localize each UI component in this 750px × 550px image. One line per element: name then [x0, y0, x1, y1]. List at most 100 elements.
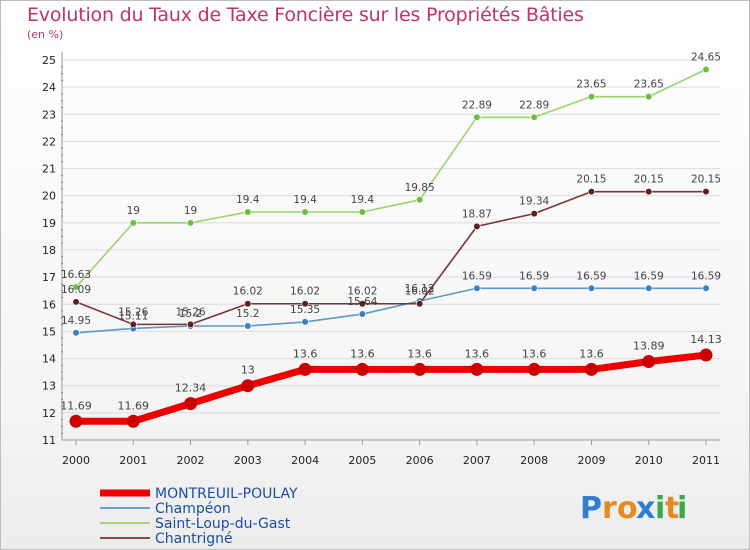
x-tick-label: 2001 — [119, 454, 147, 467]
y-tick-label: 19 — [42, 217, 56, 230]
data-point — [413, 362, 427, 376]
data-label: 16.59 — [634, 270, 664, 282]
data-label: 15.64 — [347, 296, 377, 308]
data-point — [416, 196, 424, 204]
data-point — [584, 362, 598, 376]
data-point — [186, 219, 195, 227]
logo-letter: i — [677, 491, 687, 526]
data-label: 16.59 — [462, 270, 492, 282]
data-label: 18.87 — [462, 208, 492, 220]
y-tick-label: 11 — [42, 434, 56, 447]
x-tick-label: 2005 — [348, 454, 376, 467]
data-label: 13.6 — [293, 347, 318, 360]
data-point — [72, 283, 80, 291]
data-label: 13.6 — [407, 347, 432, 360]
logo-letter: o — [617, 491, 638, 526]
data-point — [244, 300, 252, 308]
data-point — [473, 222, 481, 230]
data-label: 19.4 — [293, 194, 317, 206]
data-label: 13.6 — [465, 347, 490, 360]
data-point — [587, 188, 596, 196]
data-point — [645, 188, 653, 196]
data-label: 24.65 — [691, 52, 721, 64]
logo-letter: i — [655, 491, 665, 526]
y-tick-label: 21 — [42, 163, 56, 176]
chart-title: Evolution du Taux de Taxe Foncière sur l… — [27, 4, 584, 26]
data-point — [473, 284, 481, 292]
legend-label: MONTREUIL-POULAY — [155, 486, 298, 502]
data-point — [702, 65, 710, 74]
data-label: 23.65 — [634, 79, 664, 91]
data-point — [645, 284, 653, 292]
data-label: 22.89 — [519, 99, 549, 111]
data-point — [69, 414, 83, 428]
data-point — [358, 300, 366, 308]
x-tick-label: 2007 — [463, 454, 491, 467]
data-point — [129, 320, 137, 328]
data-label: 19.4 — [236, 194, 260, 206]
data-label: 12.34 — [175, 382, 207, 395]
y-tick-label: 23 — [42, 108, 56, 121]
data-point — [126, 414, 140, 428]
x-tick-label: 2004 — [291, 454, 319, 467]
y-tick-label: 18 — [42, 244, 56, 257]
data-label: 14.13 — [690, 333, 722, 346]
chart-unit-label: (en %) — [27, 28, 64, 41]
series-line — [75, 68, 707, 288]
data-point — [530, 113, 538, 121]
data-label: 11.69 — [118, 399, 150, 412]
data-label: 16.02 — [233, 286, 263, 298]
data-point — [587, 93, 596, 101]
data-point — [527, 362, 541, 376]
data-label: 13.6 — [579, 347, 604, 360]
data-point — [355, 362, 369, 376]
data-point — [702, 284, 710, 292]
legend-label: Chantrigné — [155, 531, 233, 547]
logo-letter: x — [636, 491, 655, 526]
data-label: 13 — [241, 364, 255, 377]
data-point — [473, 113, 481, 121]
data-label: 16.63 — [61, 269, 91, 281]
data-point — [298, 362, 312, 376]
y-tick-label: 16 — [42, 298, 56, 311]
data-label: 19 — [127, 205, 140, 217]
data-point — [244, 208, 252, 216]
data-label: 16.59 — [691, 270, 721, 282]
y-tick-label: 20 — [42, 190, 56, 203]
data-point — [244, 322, 252, 330]
y-tick-label: 24 — [42, 81, 56, 94]
y-tick-label: 22 — [42, 135, 56, 148]
data-label: 16.02 — [290, 286, 320, 298]
data-label: 11.69 — [60, 399, 92, 412]
data-label: 15.26 — [118, 306, 148, 318]
y-tick-label: 15 — [42, 325, 56, 338]
data-point — [587, 284, 596, 292]
data-label: 19.34 — [519, 196, 549, 208]
data-point — [184, 397, 198, 411]
data-label: 15.35 — [290, 304, 320, 316]
data-point — [530, 284, 538, 292]
data-label: 14.95 — [61, 315, 91, 327]
data-point — [72, 298, 80, 306]
data-label: 20.15 — [691, 174, 721, 186]
data-point — [645, 93, 653, 101]
logo-letter: r — [602, 491, 617, 526]
data-point — [642, 355, 656, 369]
data-label: 16.09 — [61, 284, 91, 296]
data-label: 16.12 — [405, 283, 435, 295]
data-point — [129, 219, 137, 227]
data-label: 13.89 — [633, 340, 665, 353]
legend-label: Saint-Loup-du-Gast — [155, 516, 291, 532]
data-label: 16.02 — [405, 286, 435, 298]
data-point — [702, 188, 710, 196]
data-point — [301, 318, 309, 326]
data-label: 15.26 — [176, 306, 206, 318]
x-tick-label: 2006 — [406, 454, 434, 467]
y-tick-label: 13 — [42, 380, 56, 393]
data-point — [72, 329, 80, 337]
series-line — [75, 190, 706, 326]
data-point — [358, 310, 366, 318]
data-label: 15.2 — [236, 308, 259, 320]
data-label: 23.65 — [576, 79, 606, 91]
